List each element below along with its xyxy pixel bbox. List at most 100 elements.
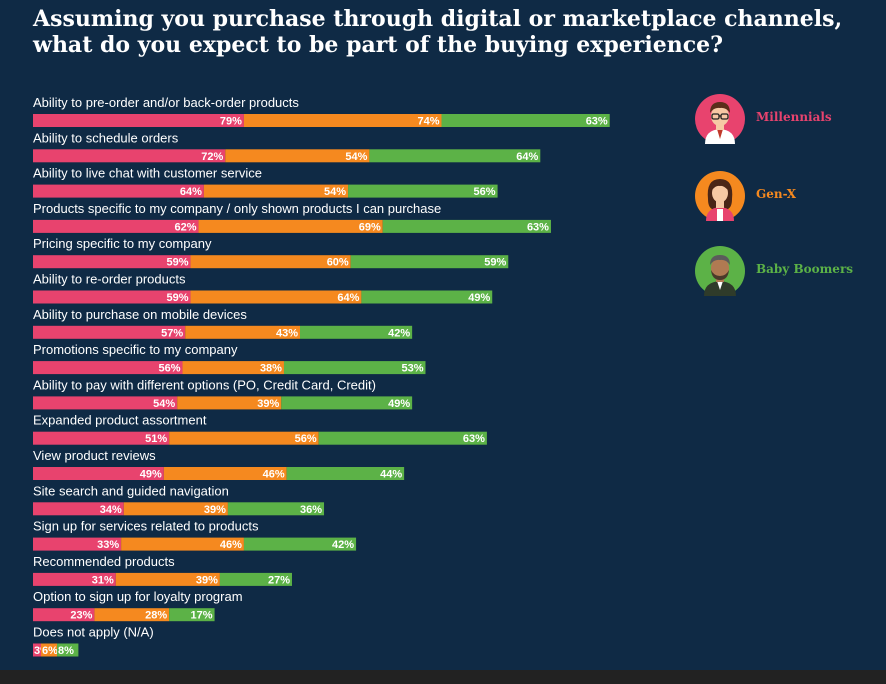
- category-label: Site search and guided navigation: [33, 483, 229, 498]
- bar-millennials: [33, 643, 42, 657]
- bar-gen-x: [190, 290, 362, 304]
- data-label-baby-boomers: 63%: [463, 433, 485, 445]
- bar-gen-x: [163, 467, 287, 480]
- bar-gen-x: [169, 431, 319, 445]
- data-label-millennials: 51%: [145, 433, 167, 445]
- bar-baby-boomers: [281, 396, 413, 410]
- category-label: Expanded product assortment: [33, 413, 207, 428]
- bar-gen-x: [115, 572, 220, 586]
- bar-millennials: [33, 184, 204, 198]
- category-label: Promotions specific to my company: [33, 342, 238, 357]
- bar-gen-x: [225, 149, 370, 163]
- data-label-gen-x: 39%: [196, 574, 218, 586]
- bar-baby-boomers: [243, 537, 357, 551]
- bar-gen-x: [198, 219, 383, 233]
- bar-gen-x: [190, 255, 351, 269]
- category-label: Does not apply (N/A): [33, 625, 154, 640]
- category-label: View product reviews: [33, 448, 156, 463]
- data-label-baby-boomers: 8%: [58, 645, 74, 657]
- legend-label-baby-boomers: Baby Boomers: [756, 262, 854, 276]
- bar-millennials: [33, 467, 164, 480]
- bar-gen-x: [123, 502, 228, 516]
- data-label-millennials: 59%: [166, 292, 188, 304]
- data-label-baby-boomers: 63%: [527, 221, 549, 233]
- bar-baby-boomers: [382, 219, 551, 233]
- data-label-millennials: 72%: [201, 151, 223, 163]
- data-label-baby-boomers: 42%: [332, 539, 354, 551]
- bar-baby-boomers: [318, 431, 487, 445]
- legend-label-genx: Gen-X: [756, 187, 797, 201]
- data-label-gen-x: 38%: [260, 363, 282, 375]
- data-label-baby-boomers: 56%: [474, 186, 496, 198]
- data-label-baby-boomers: 17%: [191, 610, 213, 622]
- bar-millennials: [33, 361, 183, 375]
- bar-millennials: [33, 431, 170, 445]
- bar-baby-boomers: [361, 290, 493, 304]
- bar-gen-x: [185, 325, 300, 339]
- bar-millennials: [33, 290, 191, 304]
- legend-item-millennials: Millennials: [695, 94, 885, 144]
- category-label: Sign up for services related to products: [33, 519, 259, 534]
- data-label-gen-x: 39%: [204, 504, 226, 516]
- data-label-gen-x: 69%: [359, 221, 381, 233]
- legend-label-millennials: Millennials: [756, 110, 832, 124]
- data-label-gen-x: 54%: [345, 151, 367, 163]
- data-label-millennials: 56%: [158, 363, 180, 375]
- bar-millennials: [33, 537, 122, 551]
- bar-baby-boomers: [57, 643, 79, 657]
- footer-bar: [0, 670, 886, 684]
- bar-gen-x: [41, 643, 58, 657]
- bar-baby-boomers: [219, 572, 292, 586]
- bar-baby-boomers: [286, 467, 405, 480]
- data-label-millennials: 54%: [153, 398, 175, 410]
- category-label: Pricing specific to my company: [33, 236, 212, 251]
- data-label-gen-x: 74%: [417, 116, 439, 128]
- data-label-baby-boomers: 53%: [401, 363, 423, 375]
- bar-gen-x: [94, 608, 170, 622]
- bar-gen-x: [243, 114, 442, 127]
- category-label: Products specific to my company / only s…: [33, 201, 441, 216]
- data-label-baby-boomers: 42%: [388, 327, 410, 339]
- category-label: Ability to live chat with customer servi…: [33, 166, 262, 181]
- bar-millennials: [33, 502, 124, 516]
- data-label-millennials: 79%: [220, 116, 242, 128]
- bar-gen-x: [177, 396, 282, 410]
- data-label-baby-boomers: 44%: [380, 469, 402, 481]
- bar-millennials: [33, 572, 116, 586]
- data-label-millennials: 33%: [97, 539, 119, 551]
- chart-title: Assuming you purchase through digital or…: [33, 6, 843, 58]
- data-label-millennials: 59%: [166, 257, 188, 269]
- bar-baby-boomers: [227, 502, 325, 516]
- bar-millennials: [33, 114, 244, 127]
- bar-baby-boomers: [348, 184, 498, 198]
- bar-millennials: [33, 149, 226, 163]
- data-label-baby-boomers: 49%: [468, 292, 490, 304]
- category-label: Ability to pay with different options (P…: [33, 377, 376, 392]
- bar-millennials: [33, 219, 199, 233]
- data-label-gen-x: 64%: [337, 292, 359, 304]
- data-label-millennials: 23%: [70, 610, 92, 622]
- data-label-gen-x: 54%: [324, 186, 346, 198]
- bar-millennials: [33, 396, 178, 410]
- data-label-gen-x: 60%: [327, 257, 349, 269]
- category-label: Ability to re-order products: [33, 272, 186, 287]
- bar-baby-boomers: [350, 255, 509, 269]
- category-label: Ability to purchase on mobile devices: [33, 307, 247, 322]
- baby-boomer-avatar-icon: [695, 246, 745, 296]
- data-label-gen-x: 56%: [295, 433, 317, 445]
- data-label-baby-boomers: 59%: [484, 257, 506, 269]
- data-label-gen-x: 28%: [145, 610, 167, 622]
- data-label-baby-boomers: 27%: [268, 574, 290, 586]
- bar-baby-boomers: [369, 149, 541, 163]
- legend-item-baby-boomers: Baby Boomers: [695, 246, 885, 296]
- data-label-gen-x: 39%: [257, 398, 279, 410]
- bar-gen-x: [203, 184, 349, 198]
- bar-millennials: [33, 608, 95, 622]
- data-label-millennials: 57%: [161, 327, 183, 339]
- data-label-baby-boomers: 63%: [586, 116, 608, 128]
- category-label: Option to sign up for loyalty program: [33, 589, 243, 604]
- legend-item-genx: Gen-X: [695, 171, 885, 221]
- category-label: Ability to schedule orders: [33, 130, 179, 145]
- data-label-baby-boomers: 36%: [300, 504, 322, 516]
